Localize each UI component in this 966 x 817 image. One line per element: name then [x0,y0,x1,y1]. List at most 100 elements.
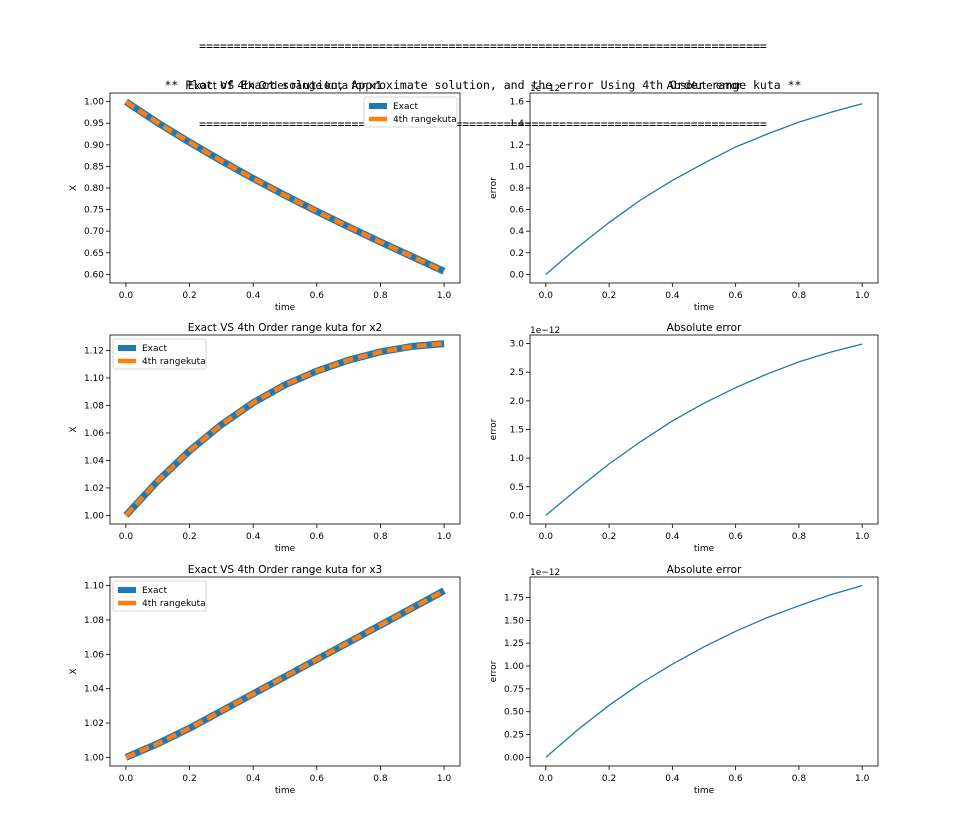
y-tick-label: 1.6 [510,98,525,108]
x-tick-label: 0.4 [665,291,680,301]
chart-title: Exact VS 4th Order range kuta for x2 [188,322,383,334]
x-tick-label: 0.4 [665,532,680,542]
x-tick-label: 0.6 [728,532,743,542]
y-tick-label: 0.25 [504,731,524,741]
y-tick-label: 1.50 [504,616,524,626]
x-tick-label: 0.0 [119,774,134,784]
series-line-error [545,343,863,516]
legend: Exact 4th rangekuta [112,338,207,370]
axes-frame [109,334,461,525]
x-tick-label: 0.2 [602,774,616,784]
chart-3: 0.0 0.2 0.4 0.6 0.8 1.0 1.00 1.02 1.04 1.06 1.08 1.… [69,322,461,554]
x-tick-label: 1.0 [437,532,452,542]
chart-title: Absolute error [667,322,742,334]
y-tick-label: 0.8 [510,184,525,194]
x-tick-label: 0.6 [728,291,743,301]
y-tick-label: 1.00 [504,662,524,672]
x-tick-label: 0.0 [119,291,134,301]
header-rule-top: ========================================… [199,39,767,53]
x-tick-label: 0.8 [373,774,388,784]
y-tick-label: 1.12 [84,346,104,356]
y-tick-label: 2.5 [510,368,524,378]
axes-frame [529,92,879,284]
y-tick-label: 1.06 [84,429,104,439]
x-tick-label: 0.8 [792,291,807,301]
x-tick-label: 0.2 [182,774,196,784]
legend-box [112,338,207,370]
legend-box [363,96,458,128]
x-tick-label: 0.8 [373,291,388,301]
chart-title: Absolute error [667,80,742,92]
series-line-rk4 [124,341,445,517]
offset-text: 1e−12 [530,326,560,336]
y-tick-label: 0.90 [84,141,104,151]
y-axis-label: X [69,185,79,191]
x-tick-label: 0.0 [539,774,554,784]
header-title: ** Plot of Exact solution, Approximate s… [164,78,802,92]
y-tick-label: 0.4 [510,227,525,237]
x-tick-label: 0.4 [246,774,261,784]
x-tick-label: 0.2 [182,291,196,301]
x-tick-label: 0.8 [373,532,388,542]
chart-6: 0.0 0.2 0.4 0.6 0.8 1.0 0.00 0.25 0.50 0.75 1.00 1.… [489,564,879,796]
y-tick-label: 1.08 [84,401,104,411]
legend-label: Exact [142,344,167,354]
x-axis-label: time [275,544,296,554]
x-tick-label: 0.2 [182,532,196,542]
x-tick-label: 1.0 [855,774,870,784]
y-tick-label: 0.5 [510,483,524,493]
x-tick-label: 0.6 [310,291,325,301]
x-axis-label: time [694,303,715,313]
y-tick-label: 1.00 [84,753,104,763]
legend-box [112,580,207,612]
x-tick-label: 0.8 [792,532,807,542]
y-tick-label: 0.80 [84,184,104,194]
y-axis-label: error [489,177,499,199]
y-tick-label: 0.0 [510,511,525,521]
legend-label: 4th rangekuta [142,357,206,367]
x-axis-label: time [275,303,296,313]
y-tick-label: 0.75 [504,685,524,695]
header-rule-bottom: ========================================… [199,117,767,131]
y-tick-label: 2.0 [510,397,525,407]
axes-frame [529,334,879,525]
x-tick-label: 0.4 [246,291,261,301]
y-tick-label: 1.00 [84,98,104,108]
axes-frame [529,576,879,767]
x-tick-label: 0.2 [602,532,616,542]
chart-title: Exact VS 4th Order range kuta for x3 [188,564,383,576]
y-tick-label: 0.6 [510,206,525,216]
chart-title: Exact VS 4th Order range kuta for x1 [188,80,383,92]
y-tick-label: 1.25 [504,639,524,649]
legend: Exact 4th rangekuta [112,580,207,612]
x-tick-label: 0.2 [602,291,616,301]
series-line-rk4 [124,99,446,274]
y-tick-label: 1.04 [84,685,104,695]
y-tick-label: 0.85 [84,162,104,172]
y-tick-label: 1.4 [510,119,525,129]
y-tick-label: 1.5 [510,426,524,436]
x-tick-label: 0.0 [119,532,134,542]
x-axis-label: time [275,786,296,796]
x-tick-label: 0.4 [665,774,680,784]
y-tick-label: 3.0 [510,340,525,350]
x-tick-label: 0.0 [539,532,554,542]
x-tick-label: 1.0 [855,532,870,542]
x-tick-label: 1.0 [437,291,452,301]
chart-5: 0.0 0.2 0.4 0.6 0.8 1.0 1.00 1.02 1.04 1.06 1.08 1.… [69,564,461,796]
y-tick-label: 0.65 [84,249,104,259]
y-tick-label: 1.10 [84,374,104,384]
chart-1: 0.0 0.2 0.4 0.6 0.8 1.0 0.60 0.65 0.70 0.75 0.80 0.… [69,80,461,313]
x-axis-label: time [694,786,715,796]
y-tick-label: 0.0 [510,270,525,280]
y-tick-label: 0.75 [84,206,104,216]
x-tick-label: 0.6 [728,774,743,784]
y-tick-label: 1.04 [84,456,104,466]
series-line-exact [124,587,446,761]
series-line-error [545,103,863,275]
x-tick-label: 0.0 [539,291,554,301]
x-tick-label: 0.8 [792,774,807,784]
legend-label: 4th rangekuta [393,115,457,125]
chart-4: 0.0 0.2 0.4 0.6 0.8 1.0 0.0 0.5 1.0 1.5 2.0 2.5 3.0 A… [489,322,879,554]
